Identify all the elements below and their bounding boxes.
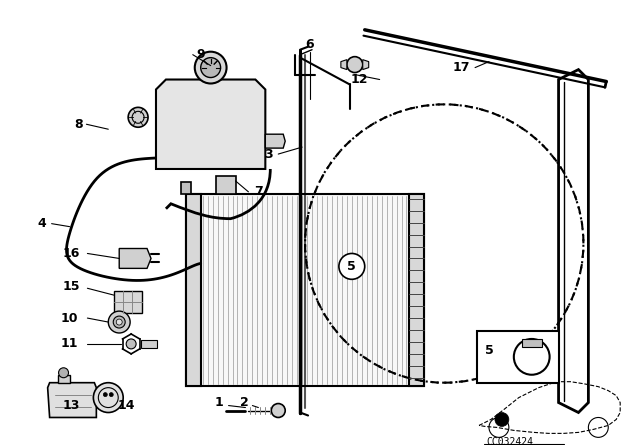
Polygon shape [363,60,369,69]
Text: 16: 16 [63,247,80,260]
Text: 5: 5 [484,345,493,358]
Circle shape [59,368,68,378]
Circle shape [339,254,365,279]
Polygon shape [341,60,347,69]
Polygon shape [58,375,70,383]
Polygon shape [181,182,191,194]
Polygon shape [47,383,97,418]
Circle shape [116,319,122,325]
Circle shape [108,311,130,333]
Text: 15: 15 [63,280,80,293]
Text: 11: 11 [61,337,78,350]
Text: 13: 13 [63,399,80,412]
Polygon shape [141,340,157,348]
Polygon shape [115,291,142,313]
Polygon shape [186,194,201,386]
Polygon shape [201,194,410,386]
Text: CC032424: CC032424 [486,437,533,448]
Text: 5: 5 [348,260,356,273]
Polygon shape [266,134,285,148]
Text: 8: 8 [74,118,83,131]
Polygon shape [119,249,151,268]
Polygon shape [156,79,266,169]
Text: 17: 17 [452,61,470,74]
Circle shape [201,58,221,78]
Text: 3: 3 [264,147,273,160]
Circle shape [109,392,113,396]
Polygon shape [522,339,541,347]
Text: 12: 12 [351,73,369,86]
Circle shape [93,383,123,413]
Text: 4: 4 [37,217,46,230]
Circle shape [347,56,363,73]
Polygon shape [477,331,559,383]
Text: 14: 14 [117,399,135,412]
Polygon shape [410,194,424,386]
Circle shape [126,339,136,349]
Text: 6: 6 [306,38,314,51]
Circle shape [103,392,108,396]
Circle shape [195,52,227,83]
Text: 2: 2 [240,396,249,409]
Text: 9: 9 [196,48,205,61]
Text: 10: 10 [61,311,78,325]
Text: 1: 1 [214,396,223,409]
Text: 7: 7 [254,185,263,198]
Circle shape [271,404,285,418]
Polygon shape [216,176,236,194]
Circle shape [128,108,148,127]
Circle shape [113,316,125,328]
Circle shape [495,413,509,426]
